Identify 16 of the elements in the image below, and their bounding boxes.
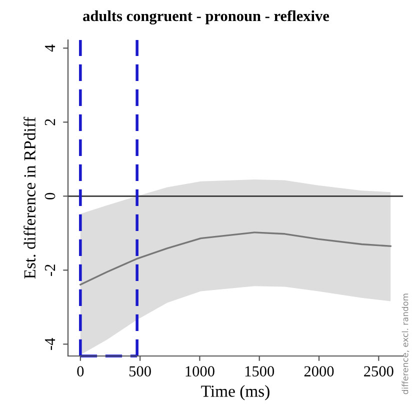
y-tick-label: -2 xyxy=(44,264,56,276)
x-tick-label: 2000 xyxy=(304,366,334,376)
y-tick-label: 4 xyxy=(44,44,56,52)
y-tick-label: 0 xyxy=(44,192,56,200)
annotation: difference, excl. random xyxy=(402,294,410,394)
x-tick-label: 1500 xyxy=(245,366,274,376)
x-tick-label: 500 xyxy=(129,366,151,376)
x-tick-label: 0 xyxy=(77,366,84,376)
x-axis-title: Time (ms) xyxy=(201,385,270,400)
x-tick-label: 1000 xyxy=(186,366,214,376)
line-series xyxy=(80,232,392,286)
y-tick-label: -4 xyxy=(44,338,56,350)
y-axis-title: Est. difference in RPdiff xyxy=(24,116,36,279)
y-tick-label: 2 xyxy=(44,119,56,126)
x-tick-label: 2500 xyxy=(364,366,394,376)
chart-title: adults congruent - pronoun - reflexive xyxy=(83,10,330,24)
